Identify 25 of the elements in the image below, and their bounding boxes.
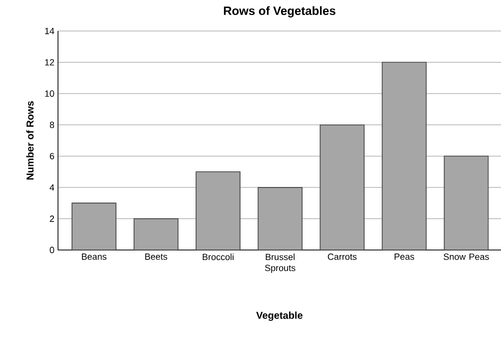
y-tick-label: 14: [45, 28, 54, 34]
y-tick-label: 12: [45, 59, 54, 66]
x-tick-label: Snow Peas: [444, 254, 489, 260]
y-tick-label: 8: [50, 122, 54, 128]
x-tick-label: Carrots: [328, 254, 357, 260]
bar: [258, 187, 303, 250]
x-axis-title: Vegetable: [256, 312, 303, 321]
x-tick-label: Beans: [82, 254, 106, 260]
bar: [196, 171, 240, 250]
y-tick-label: 4: [50, 184, 54, 191]
bar: [134, 218, 178, 250]
bar: [444, 156, 489, 250]
y-tick-label: 2: [50, 216, 54, 222]
y-axis-title: Number of Rows: [26, 101, 34, 180]
bar: [72, 202, 116, 250]
x-tick-label: Peas: [394, 254, 414, 260]
bar: [382, 62, 427, 250]
bar: [320, 124, 365, 250]
x-tick-label: Broccoli: [202, 254, 234, 260]
y-tick-label: 10: [45, 90, 54, 97]
x-tick-label: Beets: [145, 254, 168, 260]
y-tick-label: 6: [50, 152, 54, 160]
chart-title: Rows of Vegetables: [224, 6, 336, 18]
x-tick-label: Brussel Sprouts: [265, 254, 296, 273]
y-tick-label: 0: [50, 246, 54, 254]
